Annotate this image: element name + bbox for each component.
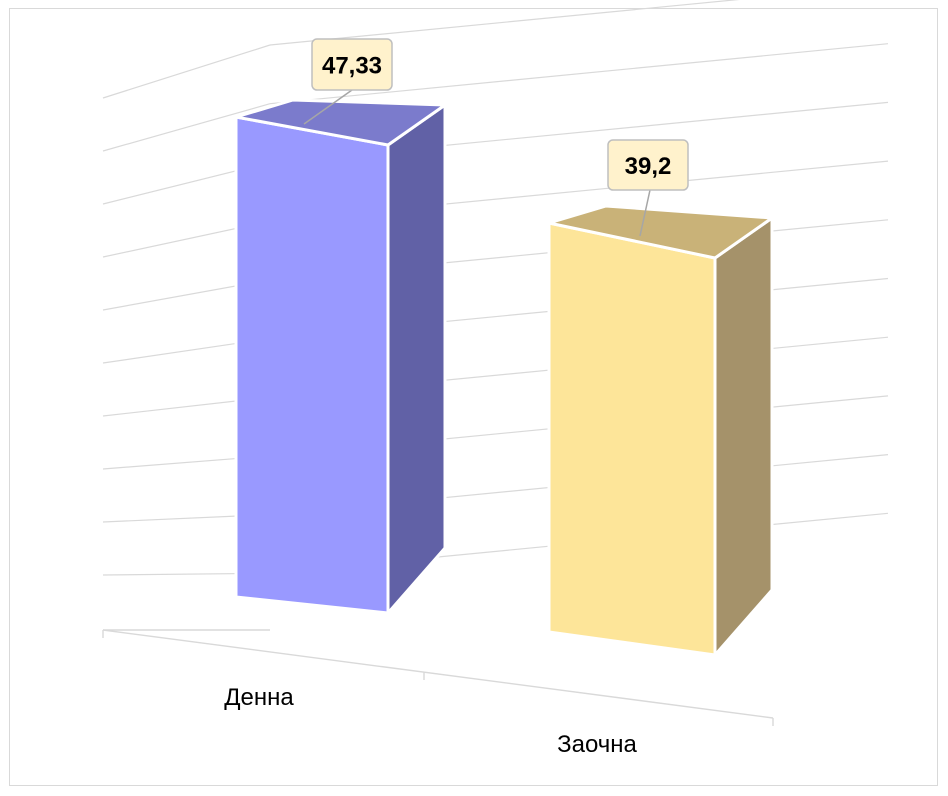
data-label-text: 47,33 [322,53,382,80]
bar-top-face [234,98,447,147]
data-labels: 47,33 39,2 [303,38,689,237]
bar [234,98,447,615]
leader-line [639,189,651,237]
leader-line [303,89,353,125]
bar-front-face [547,221,717,657]
gridline [102,103,271,152]
x-axis [102,629,774,726]
bar-top-face [547,204,774,260]
gridline [102,44,271,99]
data-label-box [311,38,393,91]
bar-side-face [386,103,447,615]
bar-front-face [234,115,390,615]
chart-area [9,8,938,786]
bar [547,204,774,657]
x-axis-line [102,629,774,719]
gridline [269,43,889,105]
data-label-text: 39,2 [625,153,672,180]
bar-side-face [713,216,774,657]
bars [234,98,774,657]
data-label-box [607,139,689,191]
x-tick-label: Заочна [557,731,637,758]
gridline [269,0,740,46]
data-label: 47,33 [303,38,393,125]
data-label: 39,2 [607,139,689,237]
x-tick-labels: Денна Заочна [224,684,637,758]
x-tick-label: Денна [224,684,294,711]
